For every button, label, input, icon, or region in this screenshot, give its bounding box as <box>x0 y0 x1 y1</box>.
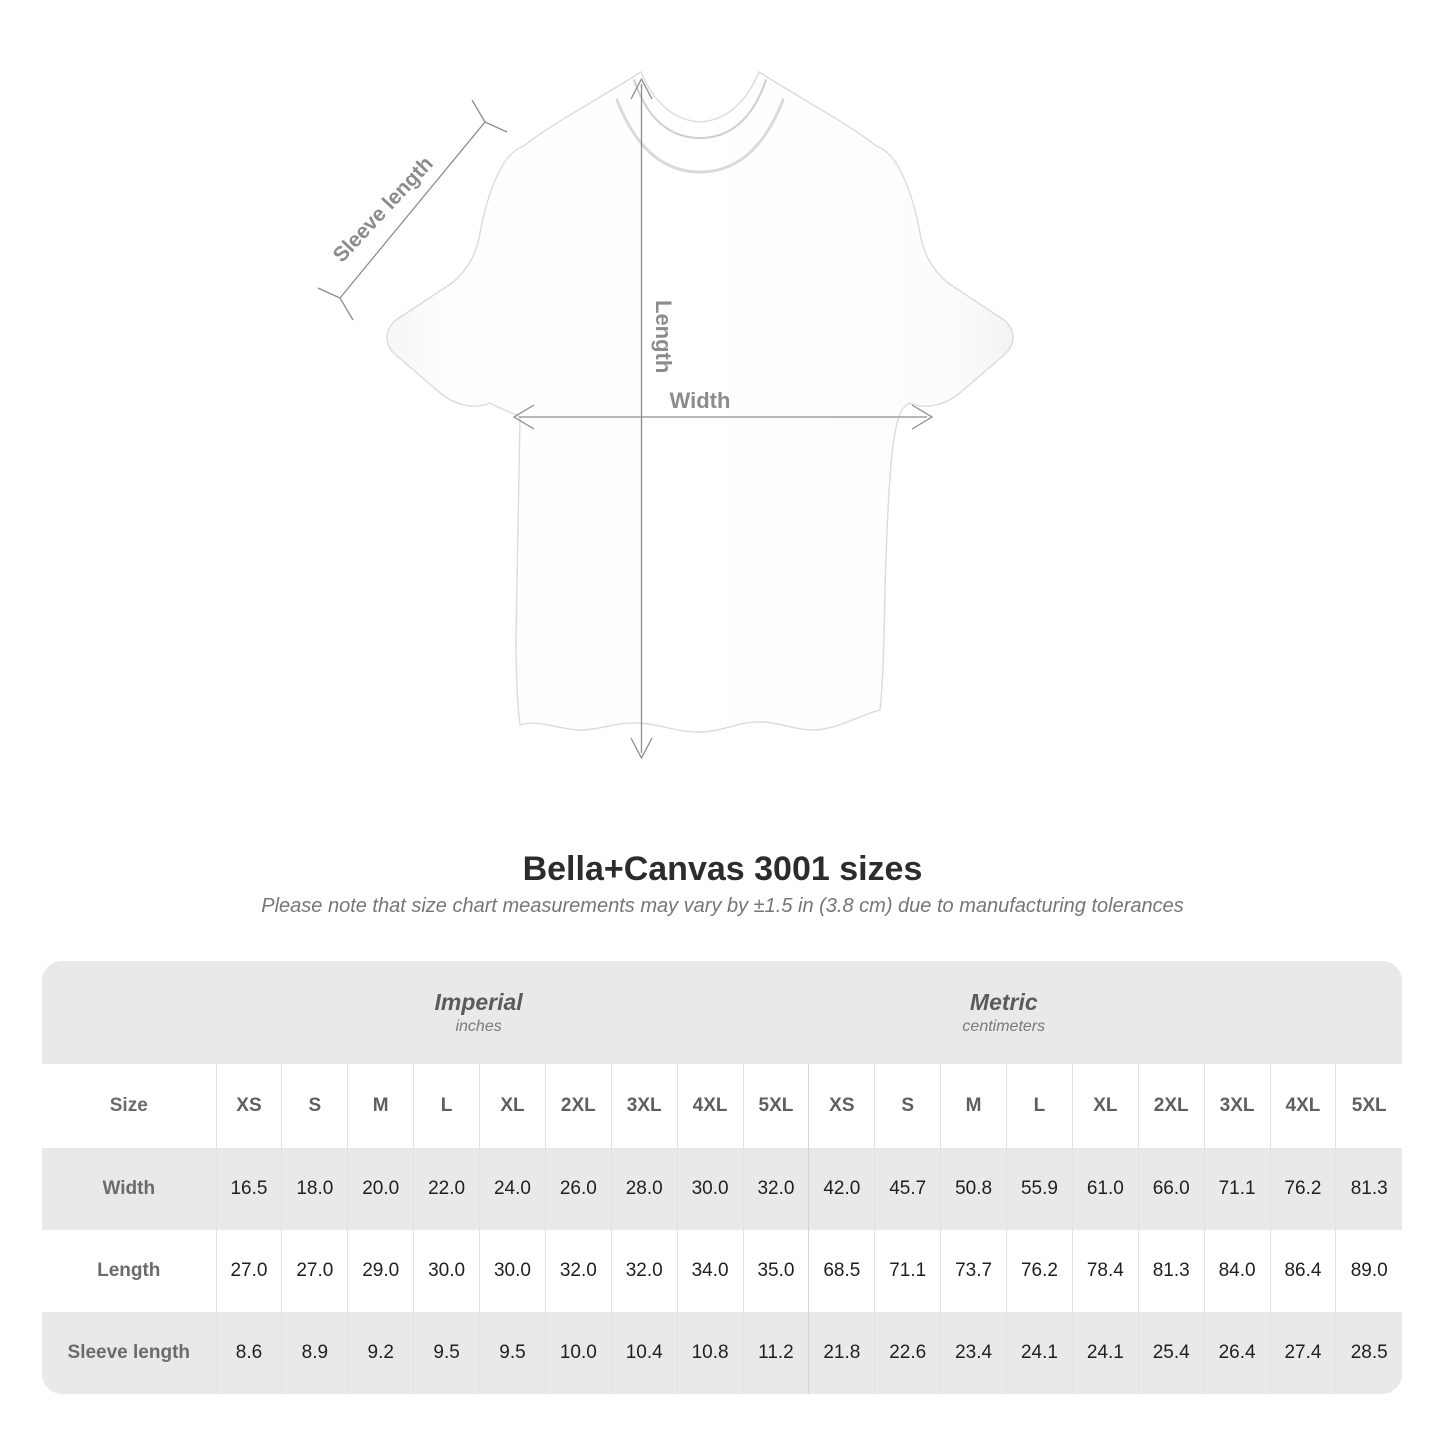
svg-text:Length: Length <box>651 300 676 373</box>
svg-text:Sleeve length: Sleeve length <box>329 152 438 267</box>
svg-text:Width: Width <box>670 388 731 413</box>
